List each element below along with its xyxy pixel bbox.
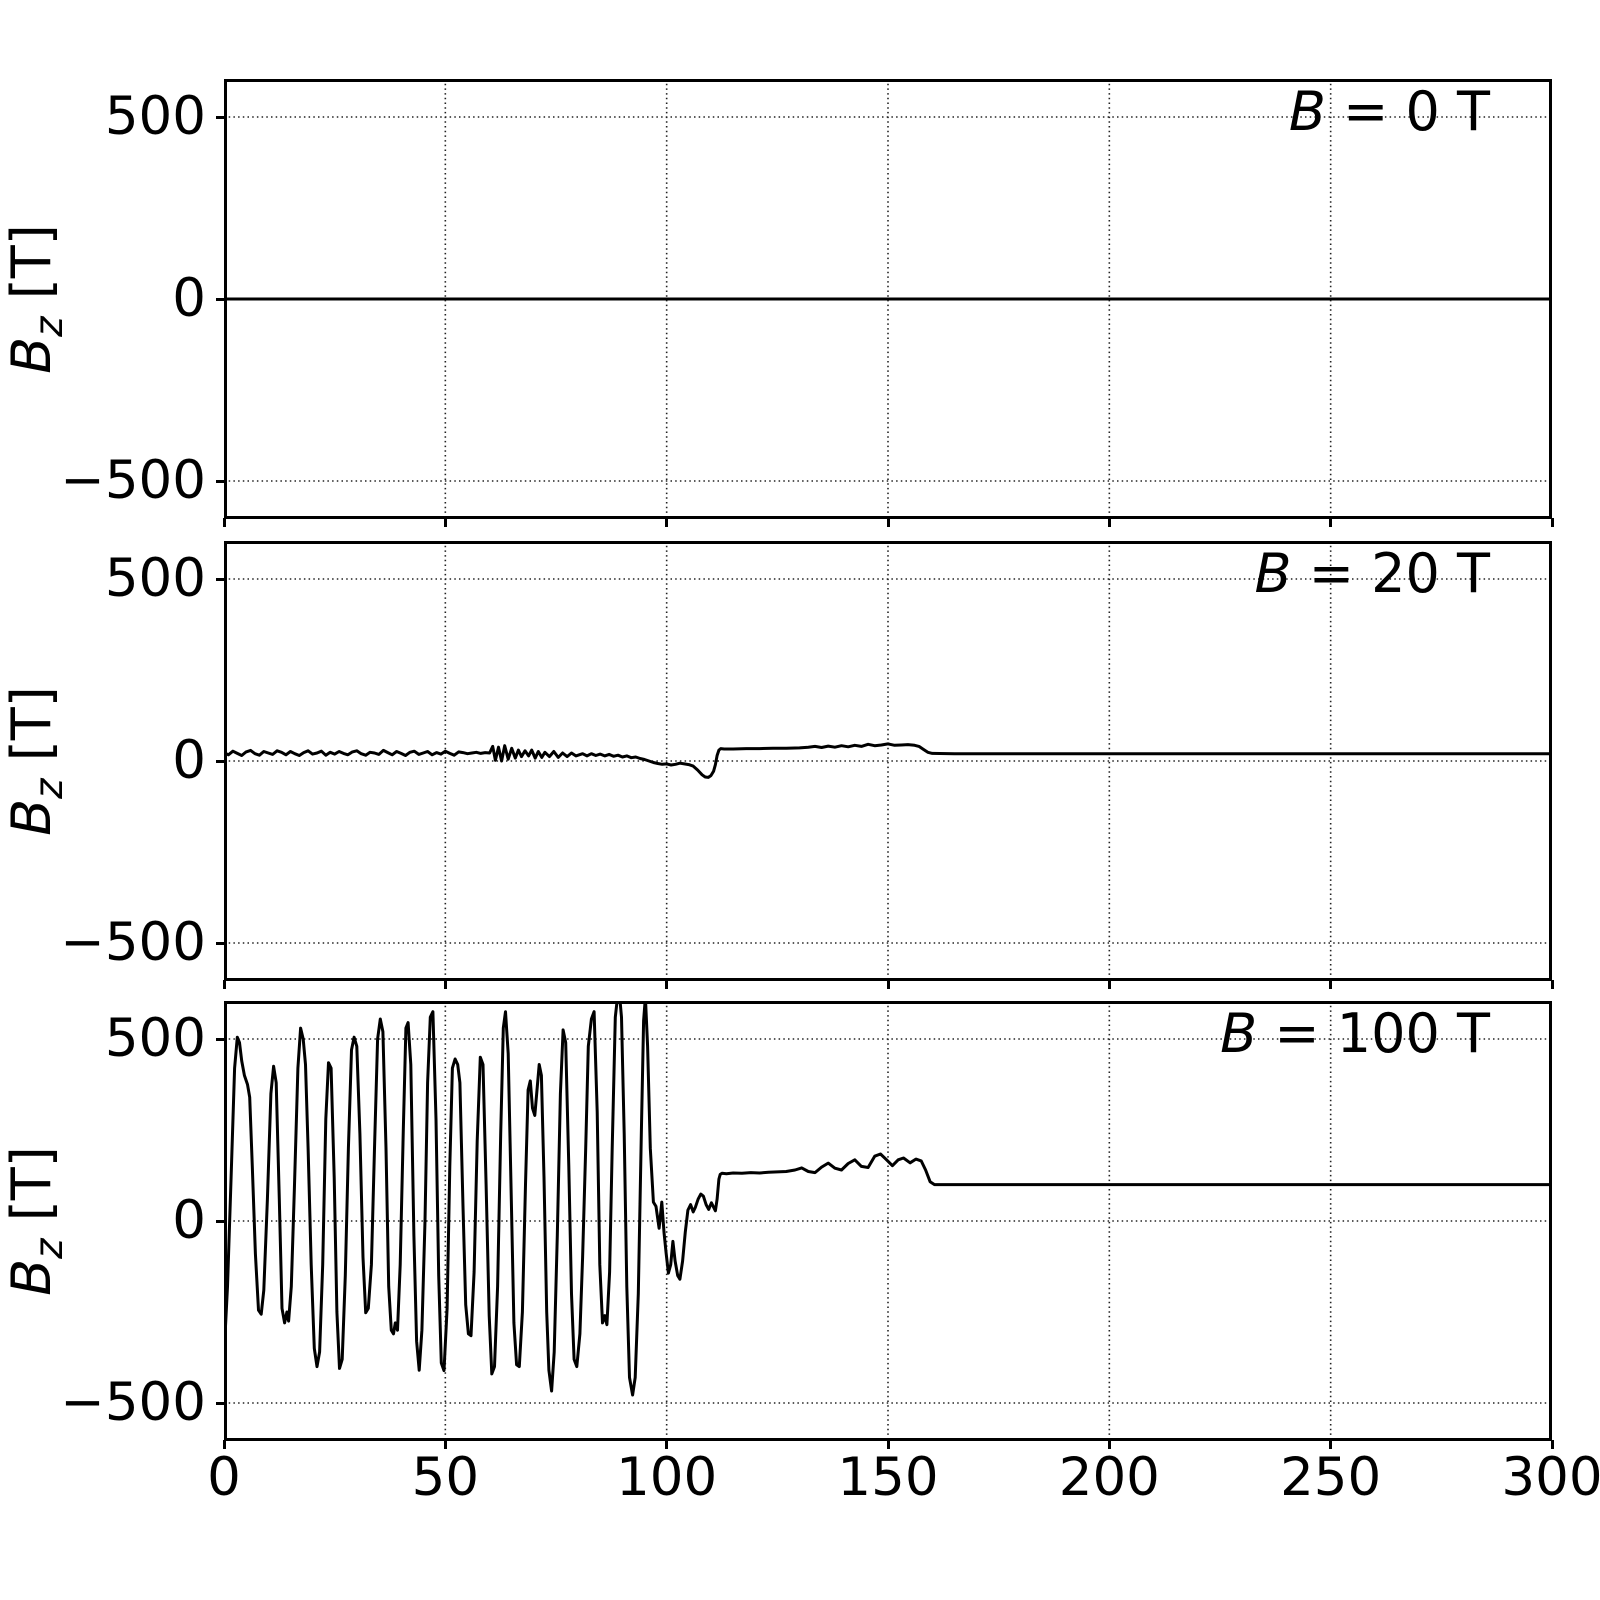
x-tick-label: 250 bbox=[1280, 1447, 1382, 1508]
annotation-variable: B bbox=[1220, 1002, 1258, 1065]
x-tick-mark bbox=[1550, 980, 1554, 989]
annotation-b-0t: B = 0 T bbox=[1289, 81, 1490, 143]
y-tick-mark bbox=[216, 1219, 225, 1223]
annotation-variable: B bbox=[1288, 80, 1326, 143]
x-tick-mark bbox=[222, 1440, 226, 1449]
x-tick-mark bbox=[886, 518, 890, 527]
x-tick-mark bbox=[222, 518, 226, 527]
y-tick-label: −500 bbox=[60, 1372, 206, 1433]
y-tick-label: 0 bbox=[172, 1190, 206, 1251]
x-tick-label: 200 bbox=[1058, 1447, 1160, 1508]
x-tick-label: 300 bbox=[1501, 1447, 1600, 1508]
annotation-value: = 100 T bbox=[1257, 1002, 1490, 1065]
y-label-unit: [T] bbox=[0, 224, 63, 317]
x-tick-mark bbox=[443, 1440, 447, 1449]
y-label-unit: [T] bbox=[0, 686, 63, 779]
y-tick-label: 0 bbox=[172, 268, 206, 329]
y-tick-mark bbox=[216, 297, 225, 301]
y-tick-label: 500 bbox=[104, 86, 206, 147]
x-tick-mark bbox=[886, 1440, 890, 1449]
y-tick-mark bbox=[216, 1037, 225, 1041]
y-tick-label: 500 bbox=[104, 548, 206, 609]
annotation-variable: B bbox=[1254, 542, 1292, 605]
annotation-value: = 0 T bbox=[1325, 80, 1490, 143]
plot-area-b-0t bbox=[224, 79, 1552, 519]
subplot-b-100t: B = 100 T bbox=[224, 1001, 1552, 1441]
x-tick-mark bbox=[443, 518, 447, 527]
y-label-variable: B bbox=[0, 798, 63, 836]
x-tick-label: 150 bbox=[837, 1447, 939, 1508]
x-tick-mark bbox=[1329, 518, 1333, 527]
y-label-unit: [T] bbox=[0, 1146, 63, 1239]
x-tick-mark bbox=[443, 980, 447, 989]
x-tick-mark bbox=[1107, 518, 1111, 527]
axes-spines bbox=[224, 541, 1552, 981]
x-tick-mark bbox=[665, 980, 669, 989]
x-tick-label: 50 bbox=[411, 1447, 480, 1508]
x-tick-mark bbox=[665, 518, 669, 527]
series-line-Bz bbox=[224, 742, 1552, 779]
y-axis-label-2: Bz [T] bbox=[0, 601, 72, 921]
y-tick-mark bbox=[216, 941, 225, 945]
subplot-b-0t: B = 0 T bbox=[224, 79, 1552, 519]
axes-spines bbox=[224, 1001, 1552, 1441]
plot-area-b-100t bbox=[224, 1001, 1552, 1441]
annotation-b-100t: B = 100 T bbox=[1220, 1003, 1490, 1065]
x-tick-mark bbox=[1329, 1440, 1333, 1449]
x-tick-mark bbox=[1107, 980, 1111, 989]
x-tick-label: 100 bbox=[616, 1447, 718, 1508]
subplot-b-20t: B = 20 T bbox=[224, 541, 1552, 981]
y-tick-label: −500 bbox=[60, 450, 206, 511]
y-tick-label: −500 bbox=[60, 912, 206, 973]
y-tick-mark bbox=[216, 115, 225, 119]
y-tick-mark bbox=[216, 1401, 225, 1405]
axes-spines bbox=[224, 79, 1552, 519]
y-axis-label-3: Bz [T] bbox=[0, 1061, 72, 1381]
annotation-b-20t: B = 20 T bbox=[1255, 543, 1491, 605]
x-tick-mark bbox=[1107, 1440, 1111, 1449]
annotation-value: = 20 T bbox=[1291, 542, 1490, 605]
x-tick-mark bbox=[222, 980, 226, 989]
y-tick-mark bbox=[216, 479, 225, 483]
y-label-variable: B bbox=[0, 1258, 63, 1296]
x-tick-mark bbox=[1550, 518, 1554, 527]
y-tick-mark bbox=[216, 577, 225, 581]
y-axis-label-1: Bz [T] bbox=[0, 139, 72, 459]
y-tick-label: 500 bbox=[104, 1008, 206, 1069]
x-tick-mark bbox=[886, 980, 890, 989]
x-tick-label: 0 bbox=[207, 1447, 241, 1508]
y-tick-label: 0 bbox=[172, 730, 206, 791]
y-label-variable: B bbox=[0, 336, 63, 374]
x-tick-mark bbox=[1550, 1440, 1554, 1449]
series-line-Bz bbox=[224, 1001, 1552, 1397]
y-tick-mark bbox=[216, 759, 225, 763]
plot-area-b-20t bbox=[224, 541, 1552, 981]
x-tick-mark bbox=[1329, 980, 1333, 989]
x-tick-mark bbox=[665, 1440, 669, 1449]
